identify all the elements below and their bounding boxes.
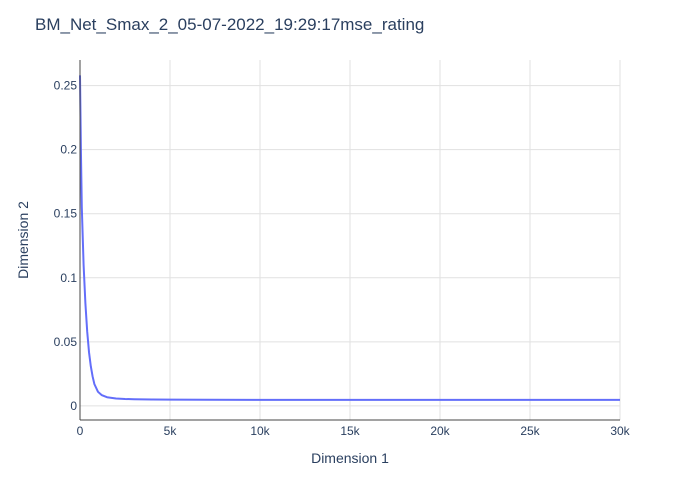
- chart-title: BM_Net_Smax_2_05-07-2022_19:29:17mse_rat…: [35, 15, 424, 34]
- x-tick-label: 0: [77, 424, 84, 438]
- x-axis-title: Dimension 1: [311, 450, 389, 466]
- grid: [80, 60, 621, 420]
- y-tick-label: 0.2: [60, 143, 77, 157]
- x-tick-label: 15k: [340, 424, 360, 438]
- x-tick-label: 30k: [610, 424, 630, 438]
- y-tick-label: 0: [70, 399, 77, 413]
- x-tick-label: 25k: [520, 424, 540, 438]
- y-tick-label: 0.1: [60, 271, 77, 285]
- x-tick-label: 10k: [250, 424, 270, 438]
- series-layer: [79, 75, 620, 401]
- x-tick-label: 20k: [430, 424, 450, 438]
- y-axis-title: Dimension 2: [15, 201, 31, 279]
- x-tick-label: 5k: [164, 424, 178, 438]
- series-line: [79, 75, 620, 401]
- y-tick-label: 0.05: [54, 335, 78, 349]
- y-tick-label: 0.15: [54, 207, 78, 221]
- y-tick-label: 0.25: [54, 79, 78, 93]
- axes: [79, 60, 620, 421]
- tick-labels: 0 5k 10k 15k 20k 25k 30k 0 0.05 0.1 0.15 0.2 0.25: [54, 79, 631, 438]
